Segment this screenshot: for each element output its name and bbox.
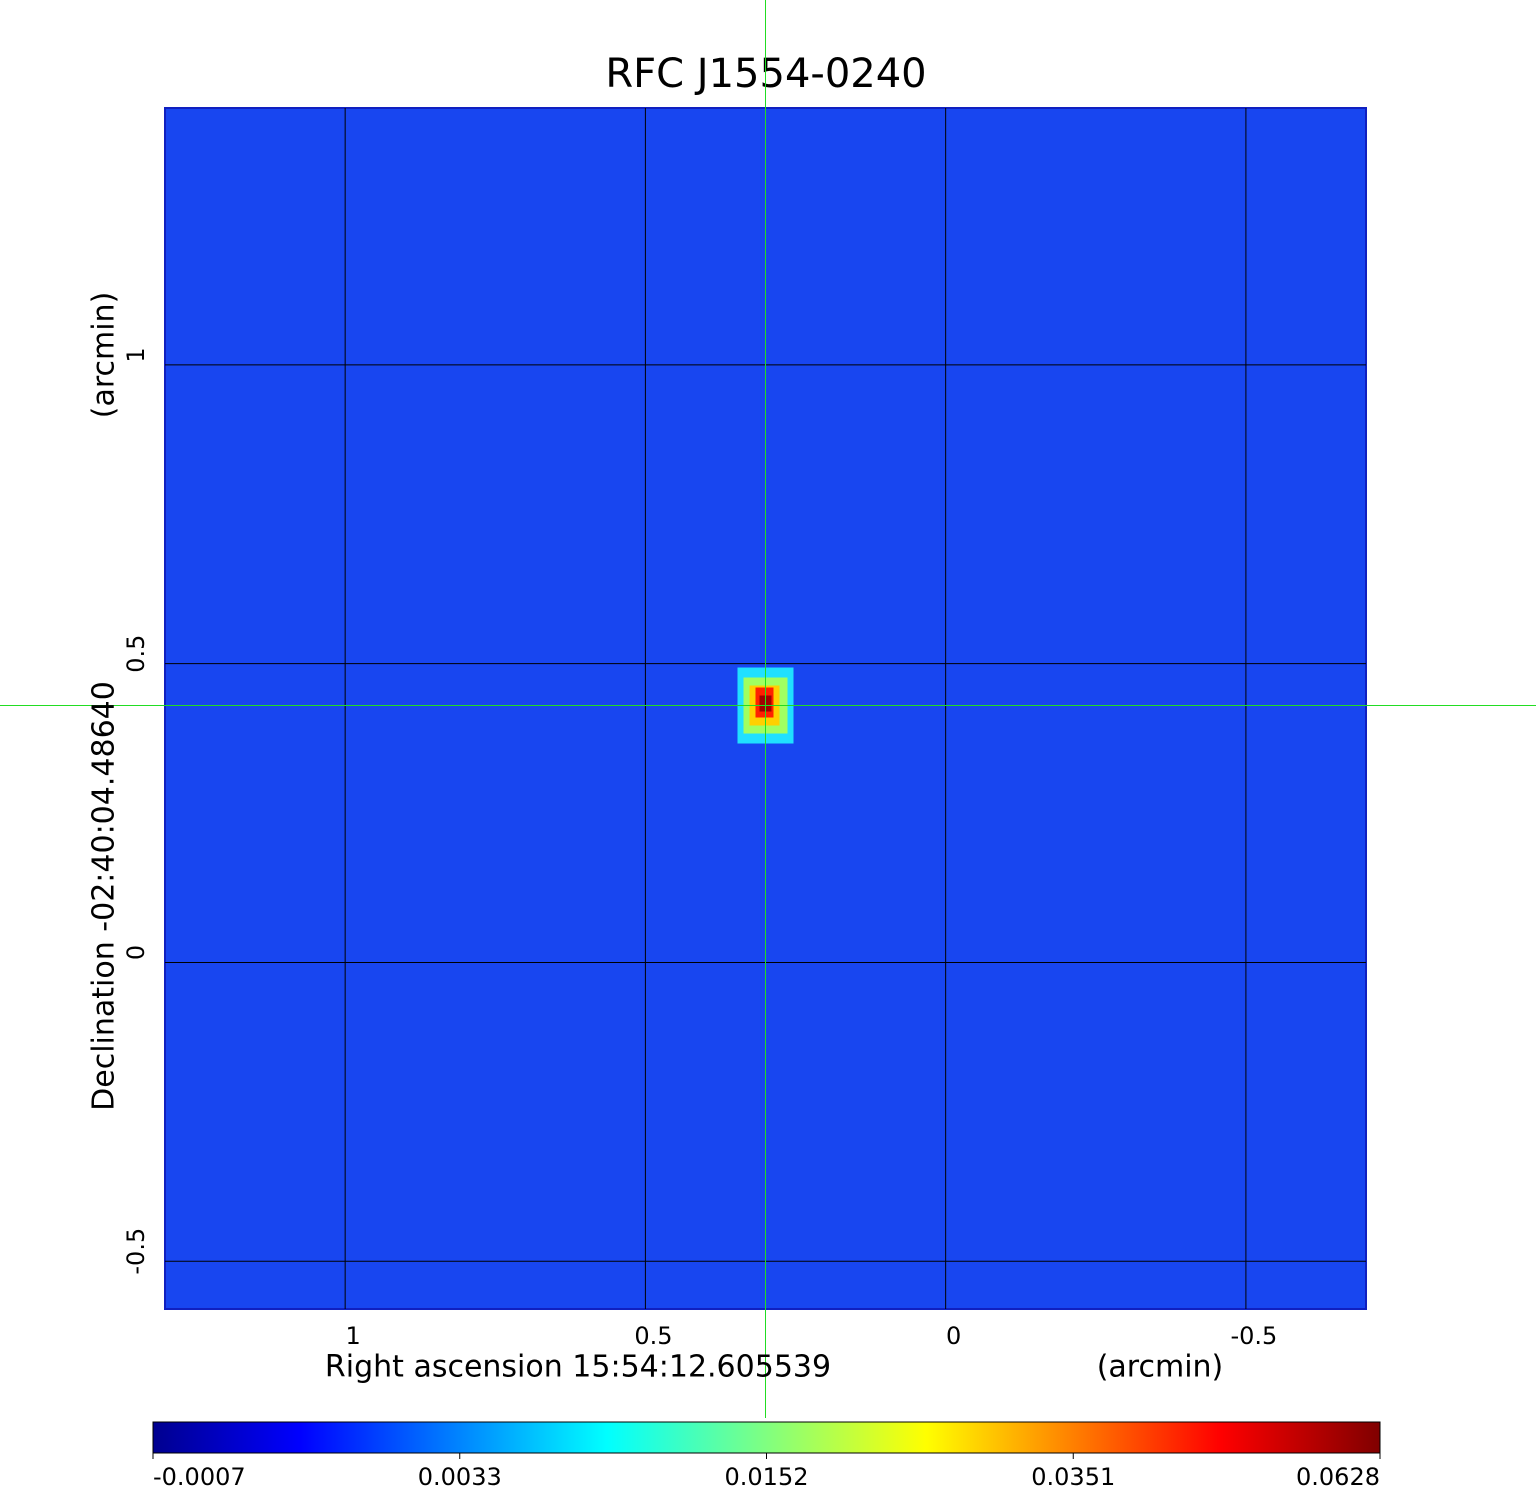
y-tick-label: -0.5 (122, 1228, 150, 1275)
colorbar-tick-label: 0.0351 (1031, 1463, 1115, 1491)
y-tick-label: 1 (122, 347, 150, 362)
x-tick-label: -0.5 (1230, 1322, 1277, 1350)
colorbar (152, 1421, 1381, 1454)
y-tick-label: 0 (122, 945, 150, 960)
x-axis-unit: (arcmin) (1097, 1350, 1224, 1385)
x-tick-label: 0 (946, 1322, 961, 1350)
colorbar-tick-label: 0.0152 (725, 1463, 809, 1491)
y-axis-label: Declination -02:40:04.48640 (87, 681, 122, 1111)
colorbar-tick-label: 0.0033 (418, 1463, 502, 1491)
x-tick-label: 1 (346, 1322, 361, 1350)
x-tick-label: 0.5 (634, 1322, 672, 1350)
colorbar-tick-label: 0.0628 (1296, 1463, 1380, 1491)
colorbar-tick-label: -0.0007 (153, 1463, 246, 1491)
x-axis-label: Right ascension 15:54:12.605539 (325, 1350, 831, 1385)
y-tick-label: 0.5 (122, 635, 150, 673)
y-axis-unit: (arcmin) (87, 292, 122, 419)
